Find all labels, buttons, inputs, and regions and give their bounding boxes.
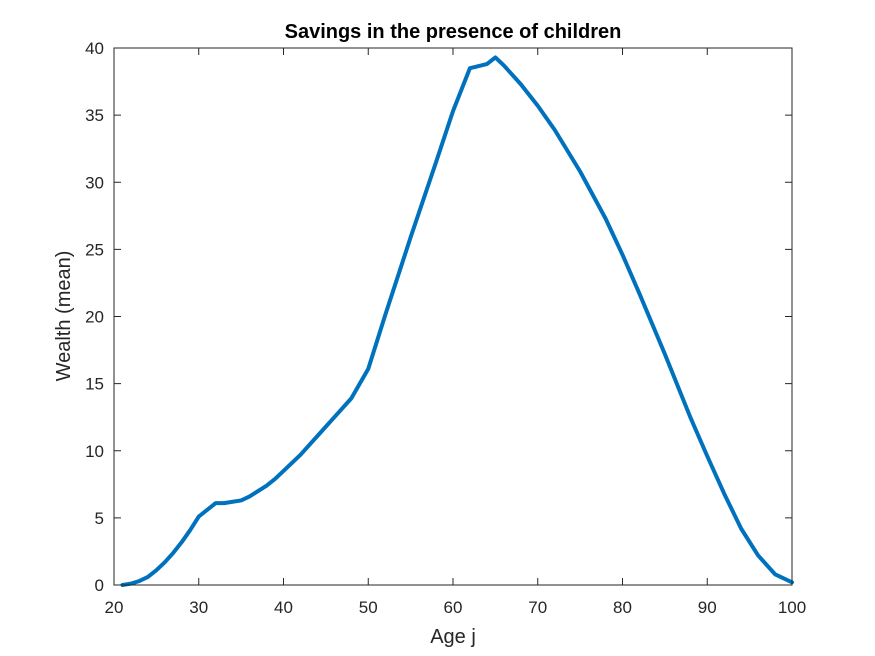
x-tick-label: 50 [359, 598, 378, 617]
x-tick-label: 30 [189, 598, 208, 617]
tick-labels: 20 30 40 50 60 70 80 90 100 0 5 10 15 20 25 30 35 40 [85, 39, 806, 617]
y-tick-label: 20 [85, 308, 104, 327]
y-tick-label: 5 [95, 509, 104, 528]
y-tick-label: 15 [85, 375, 104, 394]
chart-title: Savings in the presence of children [285, 21, 622, 43]
x-tick-label: 100 [778, 598, 806, 617]
y-tick-label: 35 [85, 106, 104, 125]
x-tick-label: 80 [613, 598, 632, 617]
x-tick-label: 60 [444, 598, 463, 617]
x-tick-label: 40 [274, 598, 293, 617]
wealth-series-line [120, 55, 794, 587]
x-axis-label: Age j [430, 626, 476, 648]
y-tick-label: 30 [85, 173, 104, 192]
y-tick-label: 40 [85, 39, 104, 58]
x-tick-label: 70 [528, 598, 547, 617]
axes-box [113, 47, 793, 586]
y-tick-label: 10 [85, 442, 104, 461]
y-tick-label: 25 [85, 240, 104, 259]
y-tick-label: 0 [95, 576, 104, 595]
plot-area [114, 48, 792, 585]
y-axis-label: Wealth (mean) [53, 251, 75, 382]
x-tick-label: 20 [105, 598, 124, 617]
x-tick-label: 90 [698, 598, 717, 617]
